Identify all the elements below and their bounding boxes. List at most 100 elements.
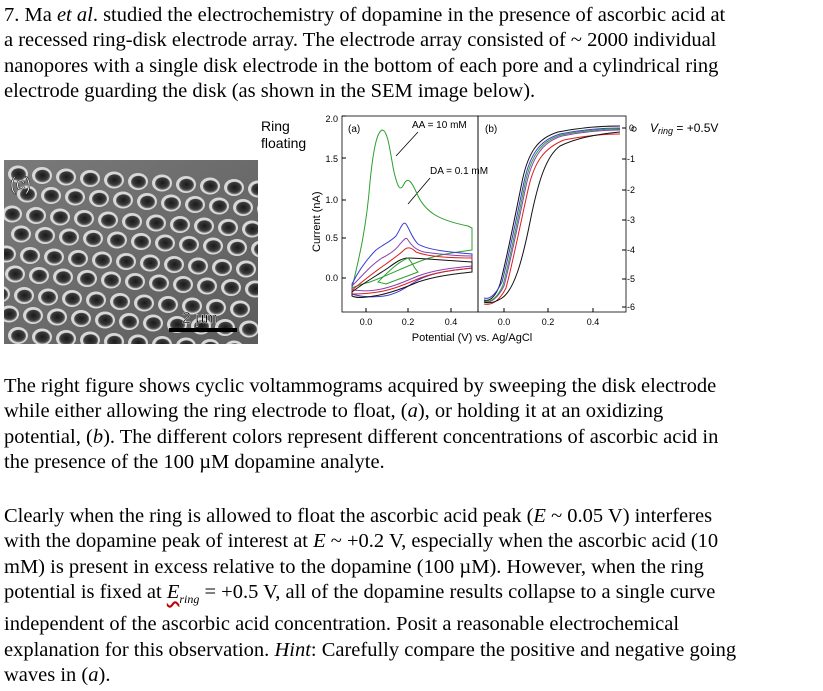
p3-line-5: independent of the ascorbic acid concent… (4, 613, 680, 636)
sem-pore (107, 335, 122, 344)
ring-label-1: Ring (261, 118, 290, 134)
sem-pore (50, 311, 65, 324)
sem-label: (c) (10, 174, 31, 194)
y-tick-label: 1.0 (325, 195, 338, 205)
sem-pore (149, 217, 164, 230)
sem-pore (35, 169, 50, 183)
cv-curve-black (351, 257, 473, 298)
p2-line-3: potential, (b). The different colors rep… (4, 425, 719, 448)
sem-pore (212, 200, 227, 213)
cv-curve-blue (351, 222, 473, 298)
sem-pore (107, 174, 122, 187)
sem-image: (c) 2 µm (4, 160, 258, 344)
p3-line-3: mM) is present in excess relative to the… (4, 555, 704, 578)
sem-pore (8, 268, 23, 281)
y-tick-label: 1.5 (325, 154, 338, 164)
y-tick-label: -2 (627, 185, 635, 195)
cv-curve-green-small (377, 257, 419, 285)
sem-pore (92, 192, 107, 206)
sem-pore (95, 254, 110, 267)
cv-curve-red-b (483, 133, 621, 305)
sem-pore (86, 232, 101, 246)
sem-pore (167, 258, 182, 272)
scale-bar (169, 328, 237, 332)
x-axis-label: Potential (V) vs. Ag/AgCl (412, 332, 532, 344)
sem-pore (128, 275, 143, 289)
sem-pore (185, 300, 200, 313)
y-tick-label: 0.5 (325, 233, 338, 243)
sem-pore (245, 223, 258, 236)
sem-pore (164, 197, 179, 210)
sem-pore (44, 189, 59, 203)
sem-pore (4, 288, 8, 301)
scale-bar-label: 2 µm (182, 310, 218, 327)
panel-b-curves (483, 125, 621, 305)
p2-line-2: while either allowing the ring electrode… (4, 400, 664, 423)
sem-pore (11, 168, 26, 181)
sem-pore (4, 308, 17, 321)
intro-line-2: a recessed ring-disk electrode array. Th… (4, 29, 717, 52)
sem-pore (203, 180, 218, 193)
intro-paragraph: 7. Ma et al. studied the electrochemistr… (4, 3, 816, 104)
sem-pore (59, 171, 74, 184)
sem-pore (254, 243, 258, 256)
intro-line-4: electrode guarding the disk (as shown in… (4, 79, 536, 102)
y-tick-label: -6 (627, 302, 635, 312)
sem-pore (53, 211, 68, 224)
sem-pore (152, 277, 167, 290)
sem-pore (143, 257, 158, 270)
sem-pore (137, 297, 152, 310)
sem-pore (188, 198, 203, 212)
aa-arrow (395, 131, 419, 157)
sem-pore (131, 337, 146, 344)
sem-pore (230, 241, 245, 255)
y-tick-label: 0.0 (325, 273, 338, 283)
sem-pore (182, 238, 197, 252)
sem-pores (4, 165, 258, 344)
sem-pore (158, 237, 173, 250)
sem-pore (204, 341, 217, 344)
cv-curve-purple-b (483, 129, 621, 303)
p3-line-2: with the dopamine peak of interest at E … (4, 530, 719, 553)
sem-pore (17, 289, 32, 303)
sem-pore (5, 208, 20, 221)
aa-label: AA = 10 mM (412, 120, 467, 131)
y-tick-label: 2.0 (325, 114, 338, 124)
cv-curve-green-b (483, 128, 621, 302)
sem-pore (125, 215, 140, 229)
sem-pore (155, 338, 170, 344)
sem-pore (104, 274, 119, 287)
sem-pore (179, 178, 194, 192)
cv-curve-black-b-return (483, 131, 621, 304)
sem-pore (113, 295, 128, 309)
cv-curve-green (351, 129, 473, 289)
sem-pore (20, 188, 35, 201)
sem-pore-rim (225, 340, 243, 344)
panel-a-curves (351, 129, 473, 298)
sem-pore (74, 312, 89, 326)
cv-figure: Ring floating 2.0 1.5 1.0 0.5 0.0 Curren… (261, 114, 718, 344)
sem-pore (227, 181, 242, 195)
panel-b-frame (477, 115, 627, 313)
x-tick-label: 0.2 (402, 317, 415, 327)
sem-pore (32, 269, 47, 283)
cv-curve-purple (351, 237, 473, 292)
intro-line-1: 7. Ma et al. studied the electrochemistr… (4, 4, 726, 26)
sem-pore (224, 281, 239, 295)
sem-pore (80, 272, 95, 286)
x-tick-label: 0.4 (587, 317, 600, 327)
sem-pore (134, 235, 149, 249)
panel-b-label: (b) (485, 124, 497, 135)
y-axis-label: Current (nA) (311, 191, 323, 252)
sem-pore (26, 309, 41, 323)
sem-pore (116, 194, 131, 207)
sem-pore-rim (257, 205, 258, 213)
sem-pore (110, 234, 125, 247)
intro-line-3: nanopores with a single disk electrode i… (4, 54, 719, 77)
sem-pore (83, 334, 98, 344)
sem-pore (23, 249, 38, 263)
sem-pore (101, 214, 116, 227)
sem-pore (59, 332, 74, 344)
panel-a-label: (a) (348, 124, 360, 135)
x-tick-label: 0.0 (360, 317, 373, 327)
